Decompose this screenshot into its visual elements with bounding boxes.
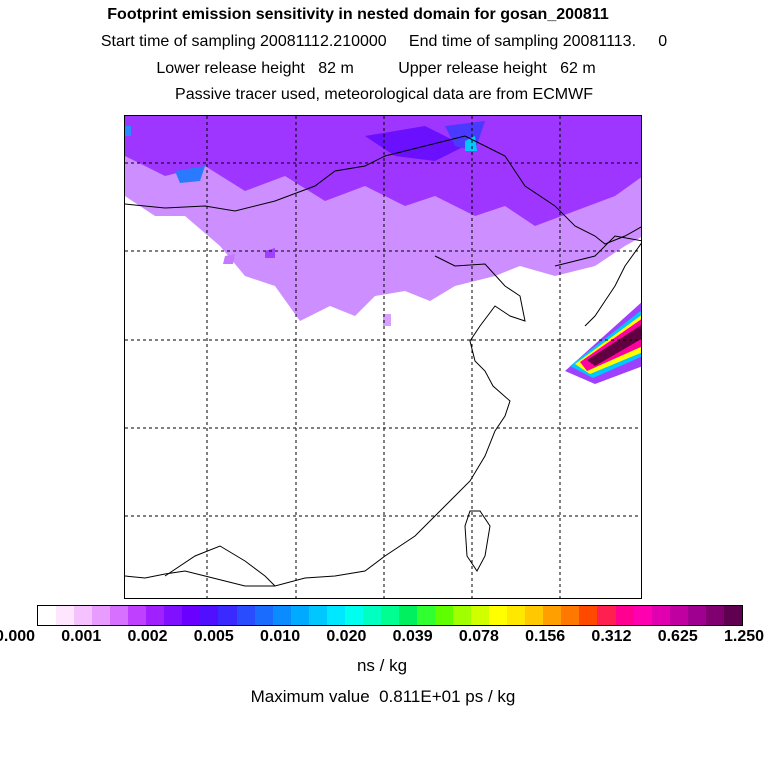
colorbar-segment xyxy=(669,606,688,625)
colorbar-segment xyxy=(272,606,291,625)
colorbar-segment xyxy=(182,606,201,625)
colorbar-segment xyxy=(579,606,598,625)
colorbar-labels: 0.000 0.001 0.002 0.005 0.010 0.020 0.039 0.078… xyxy=(0,628,768,648)
colorbar-label: 0.020 xyxy=(326,628,367,645)
coastlines xyxy=(125,135,641,587)
map-canvas xyxy=(125,116,641,598)
colorbar-segment xyxy=(218,606,237,625)
colorbar-label: 0.000 xyxy=(0,628,36,645)
colorbar-segment xyxy=(435,606,454,625)
colorbar-segment xyxy=(416,606,436,625)
colorbar-segment xyxy=(56,606,75,625)
source-plume xyxy=(565,302,641,384)
maximum-value: Maximum value 0.811E+01 ps / kg xyxy=(250,687,516,706)
colorbar-label: 0.312 xyxy=(591,628,632,645)
colorbar-label: 0.005 xyxy=(193,628,234,645)
plume-cyan-1 xyxy=(465,136,477,151)
tracer-info-line: Passive tracer used, meteorological data… xyxy=(175,86,593,103)
map-title: Footprint emission sensitivity in nested… xyxy=(107,6,609,23)
release-height-line: Lower release height 82 m Upper release … xyxy=(156,60,596,77)
colorbar-label: 0.039 xyxy=(392,628,433,645)
colorbar-segment xyxy=(543,606,562,625)
plume-mid xyxy=(125,116,641,226)
china-coast xyxy=(125,255,526,587)
colorbar-segment xyxy=(200,606,219,625)
colorbar-segment xyxy=(236,606,255,625)
colorbar-segment xyxy=(110,606,129,625)
colorbar-segment xyxy=(453,606,472,625)
colorbar-segment xyxy=(615,606,634,625)
taiwan-island xyxy=(464,510,491,572)
colorbar-segment xyxy=(723,606,742,625)
colorbar-segment xyxy=(362,606,381,625)
colorbar-segment xyxy=(398,606,417,625)
colorbar-segment xyxy=(489,606,508,625)
colorbar-segment xyxy=(651,606,670,625)
colorbar-label: 0.001 xyxy=(61,628,102,645)
colorbar-label: 1.250 xyxy=(723,628,765,645)
colorbar-segment xyxy=(507,606,526,625)
colorbar-segment xyxy=(344,606,363,625)
korea-coast xyxy=(554,235,641,327)
plume-blue-1 xyxy=(175,166,205,183)
colorbar-segment xyxy=(38,606,57,625)
sampling-time-line: Start time of sampling 20081112.210000 E… xyxy=(100,33,668,50)
colorbar-segment xyxy=(254,606,273,625)
colorbar-segment xyxy=(705,606,724,625)
colorbar-segment xyxy=(380,606,399,625)
colorbar-segment xyxy=(561,606,580,625)
colorbar-label: 0.002 xyxy=(127,628,168,645)
colorbar-segment xyxy=(633,606,652,625)
colorbar-segment xyxy=(525,606,544,625)
colorbar-segment xyxy=(597,606,616,625)
colorbar-segment xyxy=(164,606,183,625)
colorbar-segment xyxy=(687,606,706,625)
border-south xyxy=(164,545,276,587)
colorbar-segment xyxy=(290,606,309,625)
colorbar-label: 0.156 xyxy=(525,628,566,645)
colorbar-segment xyxy=(326,606,345,625)
colorbar-label: 0.078 xyxy=(458,628,499,645)
plume-spot-3 xyxy=(383,314,391,326)
colorbar-segment xyxy=(74,606,93,625)
source-core xyxy=(587,325,641,366)
plume-spot-1 xyxy=(223,254,235,264)
colorbar-segment xyxy=(471,606,490,625)
border-north xyxy=(125,135,641,245)
colorbar-segment xyxy=(308,606,327,625)
colorbar-segment xyxy=(128,606,147,625)
plume-spot-2 xyxy=(265,248,275,258)
colorbar xyxy=(37,605,743,626)
colorbar-label: 0.625 xyxy=(657,628,698,645)
plume-dark-1 xyxy=(365,126,465,161)
colorbar-segment xyxy=(146,606,165,625)
colorbar-label: 0.010 xyxy=(260,628,301,645)
plume-blue-2 xyxy=(125,126,131,136)
colorbar-segment xyxy=(92,606,111,625)
colorbar-units: ns / kg xyxy=(356,656,408,675)
footprint-map xyxy=(124,115,642,599)
gridlines xyxy=(125,116,641,598)
